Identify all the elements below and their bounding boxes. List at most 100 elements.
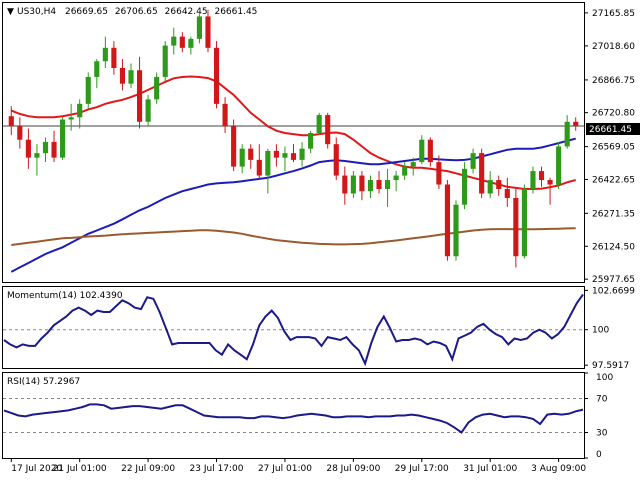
candle <box>162 41 168 82</box>
price-tick-label: 26271.35 <box>592 209 635 219</box>
candle-body <box>393 175 399 181</box>
candle <box>111 41 117 75</box>
candle <box>77 99 83 129</box>
candle <box>196 14 202 44</box>
candle-body <box>547 180 553 185</box>
candle <box>248 144 254 169</box>
header-symbol: US30,H4 <box>17 7 56 17</box>
momentum-tick-label: 100 <box>592 326 609 336</box>
ma-slow-line <box>11 227 576 246</box>
candle-body <box>60 119 66 158</box>
chart-header-icon: ▼ <box>7 7 14 17</box>
candle <box>573 117 579 131</box>
candle-body <box>256 159 262 176</box>
candle-body <box>68 117 74 120</box>
candle <box>479 148 485 198</box>
candle <box>25 128 31 169</box>
candle <box>8 106 14 136</box>
header-close: 26661.45 <box>214 7 257 17</box>
candle-body <box>171 36 177 46</box>
candle <box>376 171 382 194</box>
candle-body <box>282 153 288 158</box>
candle <box>102 36 108 68</box>
candle-body <box>410 162 416 167</box>
candle <box>367 175 374 198</box>
candle-body <box>299 148 305 160</box>
candle-body <box>222 103 228 127</box>
candle-body <box>496 180 502 189</box>
time-tick-label: 3 Aug 09:00 <box>531 464 586 474</box>
candle-body <box>248 148 254 160</box>
momentum-line <box>3 293 584 367</box>
candle <box>68 103 74 131</box>
candle <box>51 130 57 163</box>
header-open: 26669.65 <box>65 7 108 17</box>
candle-body <box>290 153 297 160</box>
candle-body <box>487 180 493 194</box>
candle-body <box>34 153 40 158</box>
candle <box>205 9 211 53</box>
candle <box>171 27 177 55</box>
candle-body <box>427 139 433 163</box>
price-tick-label: 26422.65 <box>592 175 635 185</box>
candle <box>256 144 262 181</box>
rsi-panel <box>2 372 585 459</box>
candle-body <box>436 162 442 185</box>
time-tick-label: 17 Jul 2020 <box>11 464 62 474</box>
candle-body <box>325 115 331 145</box>
candle <box>342 166 348 205</box>
candle-body <box>51 141 57 158</box>
candle <box>470 148 476 174</box>
candle-body <box>94 61 100 77</box>
candle <box>427 137 433 167</box>
price-tick-label: 27018.60 <box>592 42 635 52</box>
candle <box>34 144 40 176</box>
momentum-tick-label: 97.5917 <box>592 361 629 371</box>
candle-body <box>188 38 194 48</box>
candle <box>419 135 425 165</box>
candle-body <box>521 189 527 257</box>
candle-body <box>444 184 451 257</box>
candle-body <box>402 166 408 176</box>
candle-body <box>367 180 374 192</box>
candle <box>496 175 502 196</box>
candle-body <box>419 139 425 163</box>
candle <box>504 177 510 207</box>
candle <box>179 32 185 53</box>
momentum-label: Momentum(14) 102.4390 <box>7 291 123 301</box>
candle-body <box>154 76 160 100</box>
candle-body <box>479 153 485 194</box>
time-tick-label: 29 Jul 17:00 <box>395 464 449 474</box>
candle-body <box>350 175 356 194</box>
candle <box>136 56 143 129</box>
momentum-tick-label: 102.6699 <box>592 286 635 296</box>
candle <box>231 119 237 172</box>
candle-body <box>316 115 322 133</box>
candle-body <box>556 146 562 185</box>
rsi-tick-label: 70 <box>596 395 608 405</box>
rsi-line <box>3 403 584 434</box>
candle-body <box>376 180 382 189</box>
candle-body <box>333 144 339 176</box>
candle <box>273 144 279 167</box>
candle <box>213 41 220 109</box>
candle <box>154 72 160 104</box>
candle <box>513 189 519 268</box>
candle-body <box>145 99 151 122</box>
candle <box>60 117 66 160</box>
candle-body <box>513 197 519 257</box>
candle-body <box>42 141 49 154</box>
candle <box>410 157 416 176</box>
price-panel <box>2 2 585 283</box>
candle-body <box>273 150 279 158</box>
candle-body <box>265 150 271 176</box>
candle <box>385 168 391 207</box>
candle <box>393 171 399 192</box>
chart-header: US30,H4 26669.65 26706.65 26642.45 26661… <box>17 7 257 17</box>
candle <box>402 162 408 181</box>
candle <box>17 117 23 149</box>
candle <box>325 112 331 149</box>
candle-body <box>77 103 83 118</box>
